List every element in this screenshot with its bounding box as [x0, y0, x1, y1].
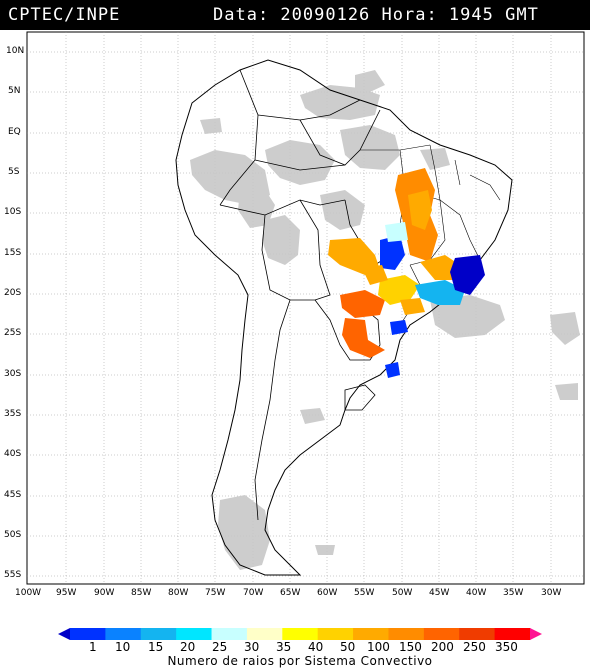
lon-label: 30W [541, 588, 562, 598]
colorbar-title: Numero de raios por Sistema Convectivo [167, 654, 433, 668]
lon-label: 95W [56, 588, 77, 598]
lon-label: 40W [466, 588, 487, 598]
colorbar-cell [140, 628, 177, 640]
lightning-map [26, 31, 585, 585]
lon-label: 35W [503, 588, 524, 598]
lightning-systems [328, 168, 485, 378]
lon-label: 90W [94, 588, 115, 598]
colorbar-label: 20 [180, 640, 196, 654]
colorbar-cell [176, 628, 213, 640]
colorbar-label: 100 [367, 640, 390, 654]
colorbar-cell [459, 628, 496, 640]
lon-label: 70W [243, 588, 264, 598]
colorbar-cell [211, 628, 248, 640]
colorbar-left-arrow [58, 628, 70, 640]
lat-label: 50S [4, 530, 22, 540]
lon-label: 75W [205, 588, 226, 598]
lat-label: 5S [8, 167, 20, 177]
lat-label: EQ [8, 127, 21, 137]
colorbar-label: 25 [212, 640, 228, 654]
lat-label: 40S [4, 449, 22, 459]
colorbar [58, 628, 542, 640]
colorbar-cell [105, 628, 142, 640]
colorbar-label: 1 [89, 640, 97, 654]
lat-label: 30S [4, 369, 22, 379]
colorbar-label: 10 [115, 640, 131, 654]
colorbar-label: 200 [431, 640, 454, 654]
colorbar-label: 15 [148, 640, 164, 654]
colorbar-label: 250 [463, 640, 486, 654]
lat-label: 20S [4, 288, 22, 298]
lon-label: 85W [131, 588, 152, 598]
colorbar-cell [317, 628, 354, 640]
colorbar-cell [70, 628, 106, 640]
lon-label: 55W [354, 588, 375, 598]
colorbar-cell [353, 628, 389, 640]
lon-label: 50W [392, 588, 413, 598]
lat-label: 25S [4, 328, 22, 338]
colorbar-label: 35 [276, 640, 292, 654]
lon-label: 80W [168, 588, 189, 598]
colorbar-cells [70, 628, 531, 640]
coastline [175, 59, 513, 576]
lon-label: 60W [317, 588, 338, 598]
colorbar-cell [388, 628, 425, 640]
lat-label: 45S [4, 490, 22, 500]
lon-label: 45W [429, 588, 450, 598]
lat-label: 35S [4, 409, 22, 419]
source-label: CPTEC/INPE [8, 5, 121, 25]
colorbar-label: 50 [340, 640, 356, 654]
lat-label: 55S [4, 570, 22, 580]
colorbar-cell [246, 628, 283, 640]
datetime-label: Data: 20090126 Hora: 1945 GMT [213, 5, 539, 25]
lat-label: 5N [8, 86, 21, 96]
colorbar-right-arrow [530, 628, 542, 640]
lat-label: 10S [4, 207, 22, 217]
colorbar-cell [282, 628, 319, 640]
title-bar: CPTEC/INPE Data: 20090126 Hora: 1945 GMT [0, 0, 590, 30]
colorbar-label: 350 [495, 640, 518, 654]
lon-label: 100W [15, 588, 42, 598]
colorbar-cell [494, 628, 531, 640]
colorbar-label: 40 [308, 640, 324, 654]
colorbar-label: 30 [244, 640, 260, 654]
lon-label: 65W [280, 588, 301, 598]
colorbar-label: 150 [399, 640, 422, 654]
colorbar-cell [423, 628, 460, 640]
cloud-cover [190, 70, 580, 570]
lat-label: 10N [6, 46, 25, 56]
lat-label: 15S [4, 248, 22, 258]
